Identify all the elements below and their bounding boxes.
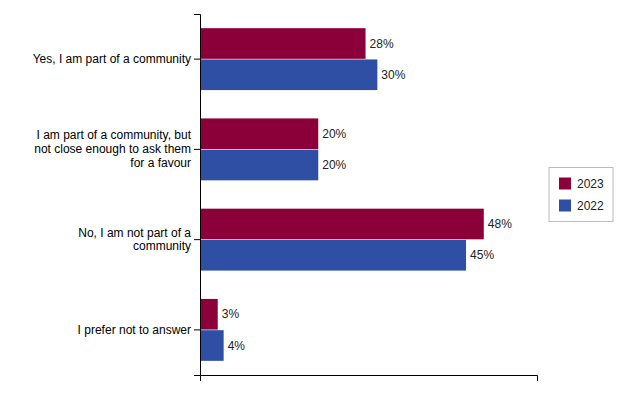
x-axis [201, 376, 538, 382]
bars [200, 28, 484, 361]
plot: 28% 20% 48% 3% 30% 20% 45% 4% Yes, I am part of … [33, 15, 538, 382]
tick: Yes, I am part of a community [33, 52, 200, 66]
data-label: 45% [470, 248, 494, 262]
bar [200, 28, 366, 59]
bar [200, 59, 377, 90]
legend: 2023 2022 [549, 168, 613, 222]
chart: 28% 20% 48% 3% 30% 20% 45% 4% Yes, I am part of … [0, 0, 621, 395]
axis-line [201, 376, 538, 382]
tick: No, I am not part of acommunity [78, 226, 200, 254]
bar [200, 240, 466, 271]
tick-mark [194, 149, 200, 150]
series-bars [200, 28, 484, 329]
axis-line [194, 15, 201, 376]
tick-label-line: No, I am not part of a [78, 226, 191, 240]
tick-label: Yes, I am part of a community [33, 52, 191, 66]
legend-label: 2023 [577, 177, 604, 191]
tick-label-line: I am part of a community, but [36, 128, 191, 142]
tick-label-line: I prefer not to answer [78, 323, 191, 337]
data-labels: 28% 20% 48% 3% 30% 20% 45% 4% [222, 37, 512, 353]
data-label: 30% [381, 68, 405, 82]
legend-frame [549, 168, 613, 222]
bar [200, 330, 224, 361]
data-label: 48% [488, 217, 512, 231]
tick-label-line: not close enough to ask them [34, 142, 191, 156]
y-axis: Yes, I am part of a community I am part o… [33, 15, 201, 376]
tick-mark [194, 59, 200, 60]
data-label: 20% [322, 158, 346, 172]
tick-mark [194, 329, 200, 330]
tick-label-line: Yes, I am part of a community [33, 52, 191, 66]
data-label: 28% [370, 37, 394, 51]
tick: I am part of a community, butnot close e… [34, 128, 200, 170]
tick-mark [194, 239, 200, 240]
legend-swatch [559, 200, 571, 212]
data-label: 4% [228, 339, 246, 353]
series-bars [200, 59, 466, 360]
legend-swatch [559, 178, 571, 190]
legend-item: 2023 [559, 177, 604, 191]
bar [200, 209, 484, 240]
tick-label: I prefer not to answer [78, 323, 191, 337]
tick-label-line: for a favour [130, 156, 191, 170]
tick-label-line: community [133, 239, 191, 253]
bar [200, 150, 318, 181]
legend-label: 2022 [577, 199, 604, 213]
bar [200, 299, 218, 330]
tick-label: No, I am not part of acommunity [78, 226, 191, 254]
legend-item: 2022 [559, 199, 604, 213]
bar [200, 118, 318, 149]
data-label: 20% [322, 127, 346, 141]
tick-label: I am part of a community, butnot close e… [34, 128, 191, 170]
data-label: 3% [222, 307, 240, 321]
tick: I prefer not to answer [78, 323, 200, 337]
